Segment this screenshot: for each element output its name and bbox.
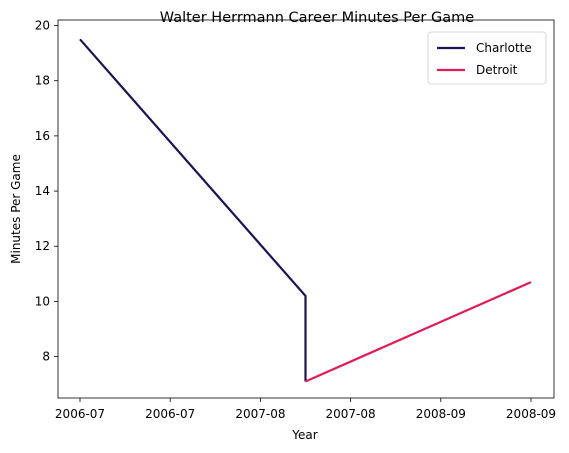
plot-content [79,38,532,383]
x-axis-tick-label: 2007-08 [326,407,376,421]
y-axis-tick-label: 18 [35,74,50,88]
y-axis: 8 10 12 14 16 18 20 [35,19,58,364]
legend-label-charlotte: Charlotte [476,41,532,55]
x-axis: 2006-07 2006-07 2007-08 2007-08 2008-09 2008-… [55,398,556,421]
x-axis-tick-label: 2006-07 [145,407,195,421]
y-axis-tick-label: 12 [35,239,50,253]
x-axis-tick-label: 2008-09 [506,407,556,421]
plot-frame [57,19,555,399]
series-line-detroit [305,281,532,383]
y-axis-tick-label: 10 [35,294,50,308]
y-axis-tick-label: 16 [35,129,50,143]
y-axis-tick-label: 8 [42,350,50,364]
x-axis-label: Year [291,428,317,442]
x-axis-tick-label: 2007-08 [235,407,285,421]
x-axis-tick-label: 2008-09 [416,407,466,421]
legend: Charlotte Detroit [427,31,547,85]
x-axis-tick-label: 2006-07 [55,407,105,421]
legend-label-detroit: Detroit [476,63,518,77]
y-axis-tick-label: 14 [35,184,50,198]
y-axis-tick-label: 20 [35,19,50,33]
chart-title: Walter Herrmann Career Minutes Per Game [160,10,474,26]
y-axis-label: Minutes Per Game [9,154,23,264]
series-line-charlotte [79,38,307,382]
